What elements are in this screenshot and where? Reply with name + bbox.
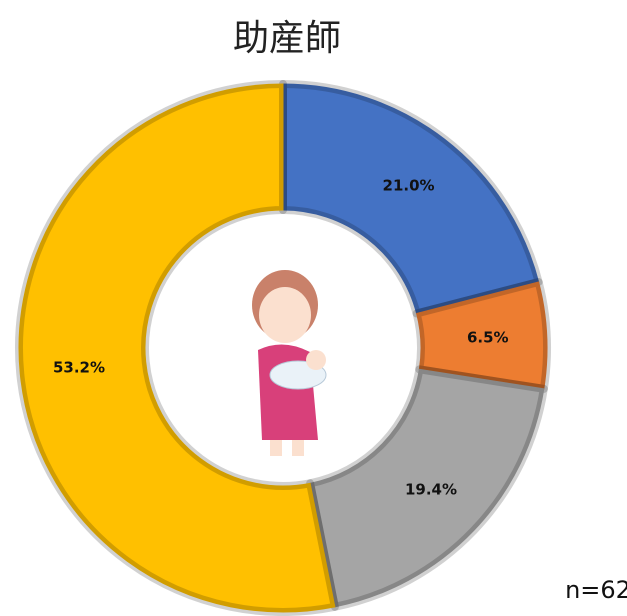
nurse-face — [259, 287, 311, 343]
donut-segment — [18, 83, 336, 613]
data-label: 21.0% — [383, 176, 435, 194]
nurse-leg — [292, 440, 304, 456]
baby-head — [306, 350, 326, 370]
segment-border — [306, 365, 548, 611]
illustration — [252, 270, 327, 456]
chart-title: 助産師 — [233, 18, 341, 59]
segment-border — [14, 80, 339, 616]
data-label: 6.5% — [467, 329, 509, 347]
nurse-leg — [270, 440, 282, 456]
segment-border — [279, 80, 543, 318]
data-label: 19.4% — [405, 480, 457, 498]
donut — [14, 80, 551, 616]
donut-segment — [282, 83, 540, 315]
data-label: 53.2% — [53, 359, 105, 377]
donut-segment — [309, 368, 545, 608]
annotation: n=62 — [565, 576, 627, 604]
